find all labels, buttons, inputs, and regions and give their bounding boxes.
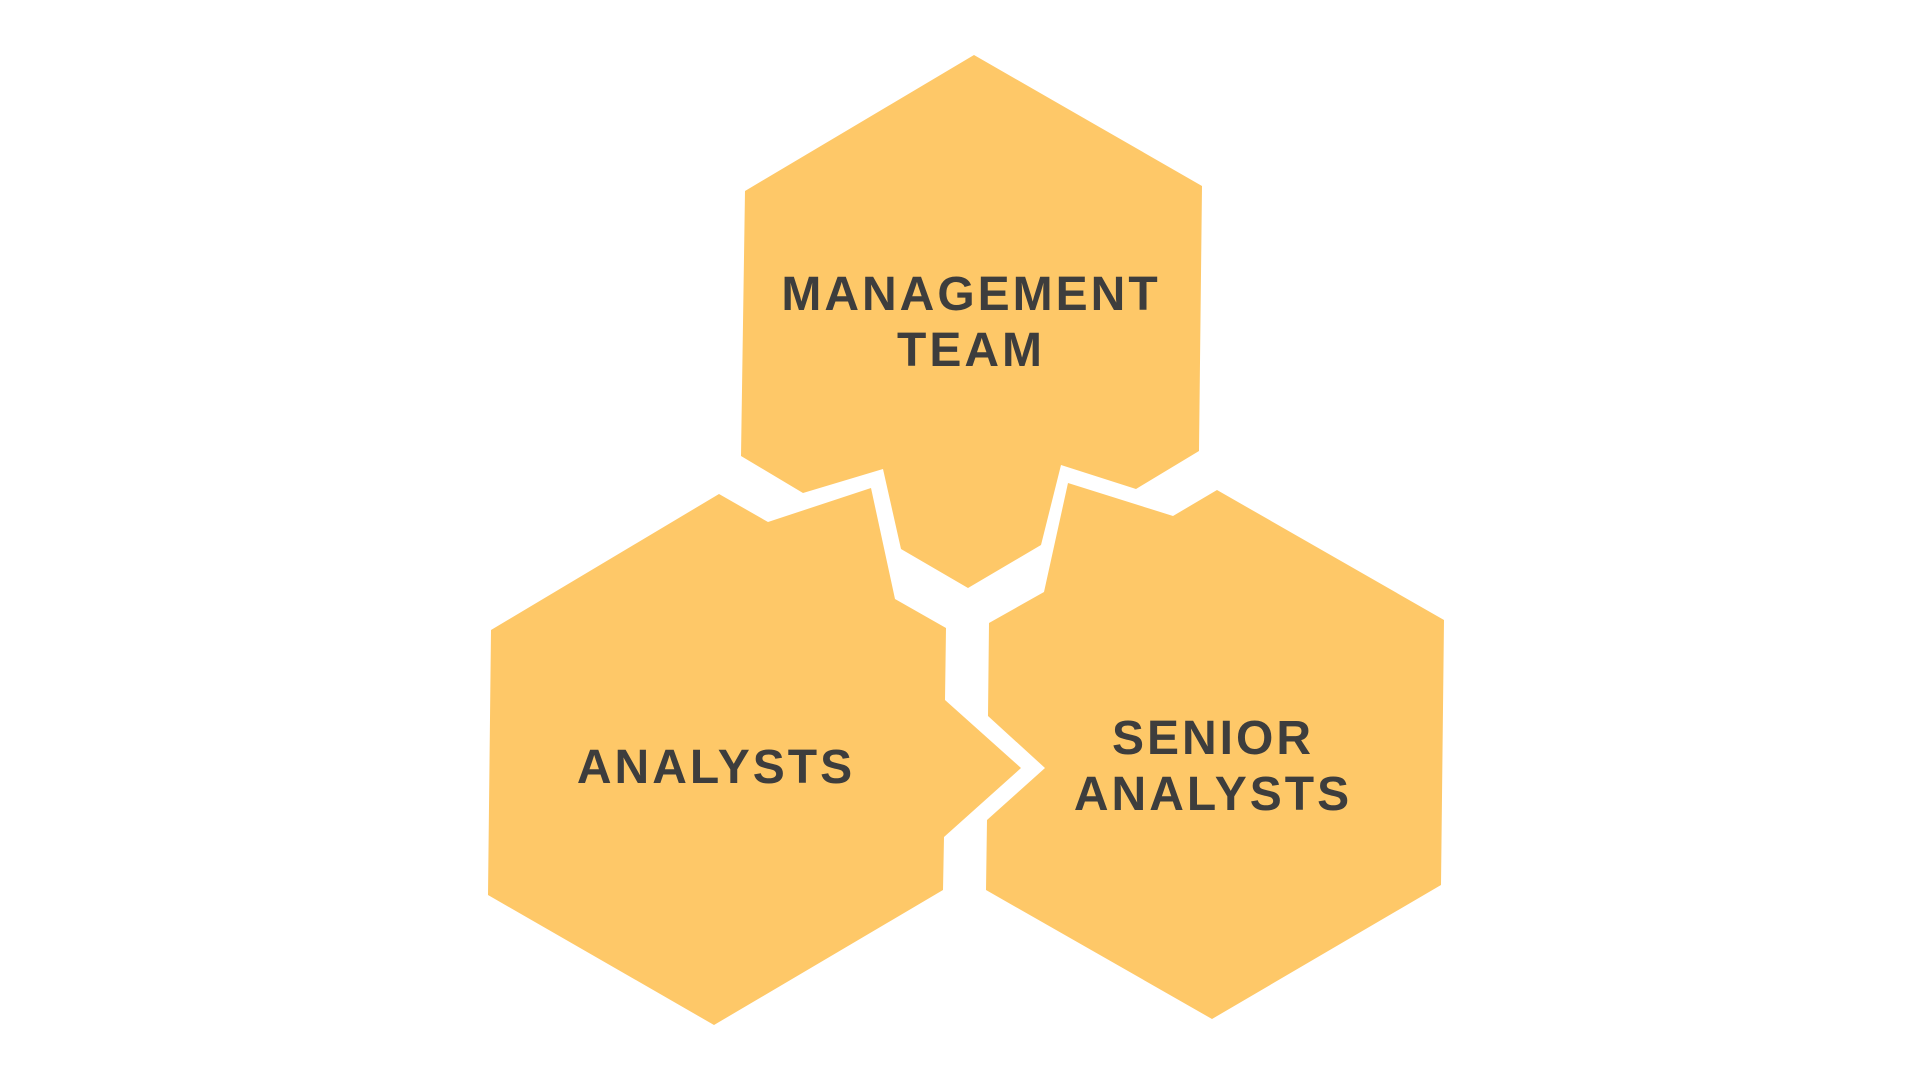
label-line: ANALYSTS xyxy=(1073,768,1353,821)
label-line: SENIOR xyxy=(1111,712,1315,765)
label-line: TEAM xyxy=(897,324,1045,377)
hex-senior-analysts xyxy=(986,483,1444,1019)
label-management-team: MANAGEMENT TEAM xyxy=(781,267,1160,379)
label-line: MANAGEMENT xyxy=(781,268,1161,321)
label-senior-analysts: SENIOR ANALYSTS xyxy=(1074,711,1352,823)
hex-analysts xyxy=(488,488,1021,1025)
label-analysts: ANALYSTS xyxy=(577,740,855,796)
label-line: ANALYSTS xyxy=(576,741,856,794)
hex-management-team xyxy=(741,55,1202,588)
